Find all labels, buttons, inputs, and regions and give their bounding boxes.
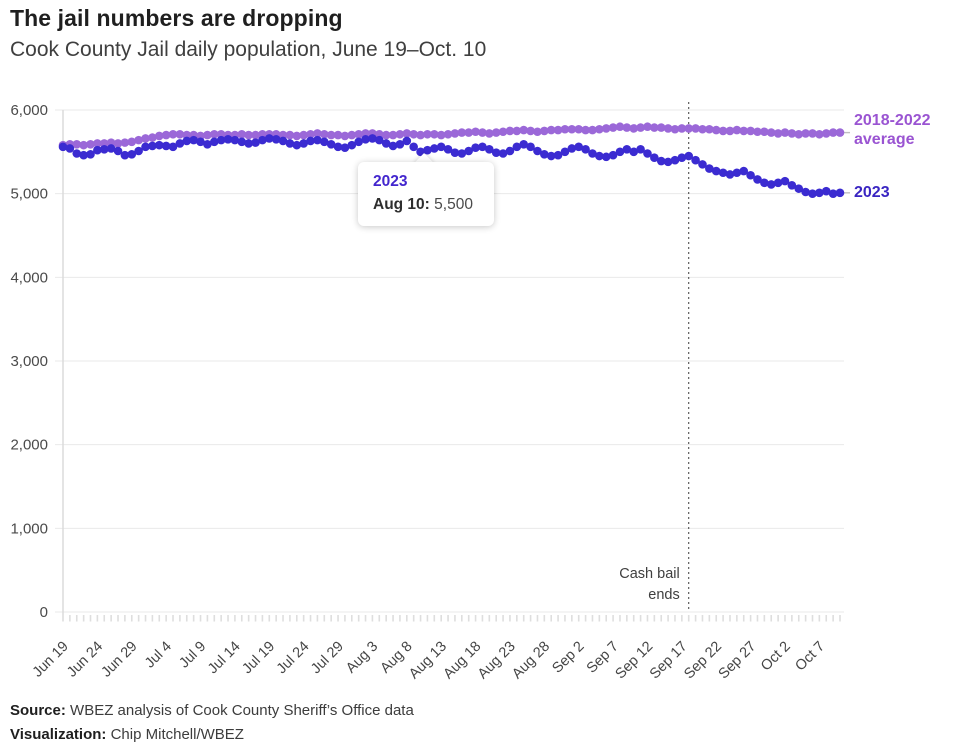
svg-text:Jun 29: Jun 29 xyxy=(98,639,140,681)
svg-text:Sep 12: Sep 12 xyxy=(612,639,656,683)
svg-text:Cash bail: Cash bail xyxy=(619,566,679,582)
y-tick-label: 6,000 xyxy=(10,102,48,119)
svg-text:ends: ends xyxy=(648,587,679,603)
y-tick-label: 1,000 xyxy=(10,520,48,537)
svg-text:Aug 18: Aug 18 xyxy=(441,639,485,683)
y-tick-label: 0 xyxy=(40,604,48,621)
svg-text:Jul 14: Jul 14 xyxy=(205,639,244,678)
series-label-2023: 2023 xyxy=(854,184,890,201)
svg-text:Aug 13: Aug 13 xyxy=(406,639,450,683)
source-credit: Source: WBEZ analysis of Cook County She… xyxy=(10,702,414,719)
svg-text:Sep 27: Sep 27 xyxy=(716,639,760,683)
y-tick-label: 2,000 xyxy=(10,437,48,454)
series-2023[interactable] xyxy=(58,134,845,198)
series-label-average: 2018-2022 average xyxy=(854,112,931,148)
y-tick-label: 5,000 xyxy=(10,186,48,203)
tooltip-series-name: 2023 xyxy=(373,173,408,190)
x-axis-day-ticks xyxy=(62,615,841,622)
source-text: WBEZ analysis of Cook County Sheriff’s O… xyxy=(70,702,414,719)
source-label: Source: xyxy=(10,702,66,719)
svg-text:Jun 24: Jun 24 xyxy=(64,639,106,681)
visualization-credit: Visualization: Chip Mitchell/WBEZ xyxy=(10,726,244,743)
svg-text:Jul 4: Jul 4 xyxy=(142,639,175,672)
svg-text:Sep 2: Sep 2 xyxy=(549,639,587,677)
svg-text:Jul 19: Jul 19 xyxy=(239,639,278,678)
svg-text:Sep 22: Sep 22 xyxy=(681,639,725,683)
svg-text:Jul 29: Jul 29 xyxy=(308,639,347,678)
tooltip-box: 2023 Aug 10: 5,500 xyxy=(358,162,494,226)
viz-label: Visualization: xyxy=(10,726,107,743)
chart-title: The jail numbers are dropping xyxy=(10,5,343,31)
svg-text:Oct 2: Oct 2 xyxy=(758,639,794,675)
chart-subtitle: Cook County Jail daily population, June … xyxy=(10,38,487,61)
tooltip-value-line: Aug 10: 5,500 xyxy=(373,196,479,214)
svg-text:Oct 7: Oct 7 xyxy=(792,639,828,675)
y-tick-label: 3,000 xyxy=(10,353,48,370)
svg-text:Aug 3: Aug 3 xyxy=(343,639,381,677)
tooltip-value: 5,500 xyxy=(434,196,473,213)
svg-text:Aug 28: Aug 28 xyxy=(509,639,553,683)
viz-text: Chip Mitchell/WBEZ xyxy=(110,726,244,743)
svg-text:Jul 24: Jul 24 xyxy=(274,639,313,678)
cash-bail-annotation: Cash bail ends xyxy=(619,566,679,603)
y-tick-label: 4,000 xyxy=(10,269,48,286)
svg-text:Sep 17: Sep 17 xyxy=(647,639,691,683)
svg-text:Aug 23: Aug 23 xyxy=(475,639,519,683)
tooltip-date: Aug 10: xyxy=(373,196,430,213)
svg-text:Jun 19: Jun 19 xyxy=(30,639,72,681)
tooltip: 2023 Aug 10: 5,500 xyxy=(358,153,494,226)
